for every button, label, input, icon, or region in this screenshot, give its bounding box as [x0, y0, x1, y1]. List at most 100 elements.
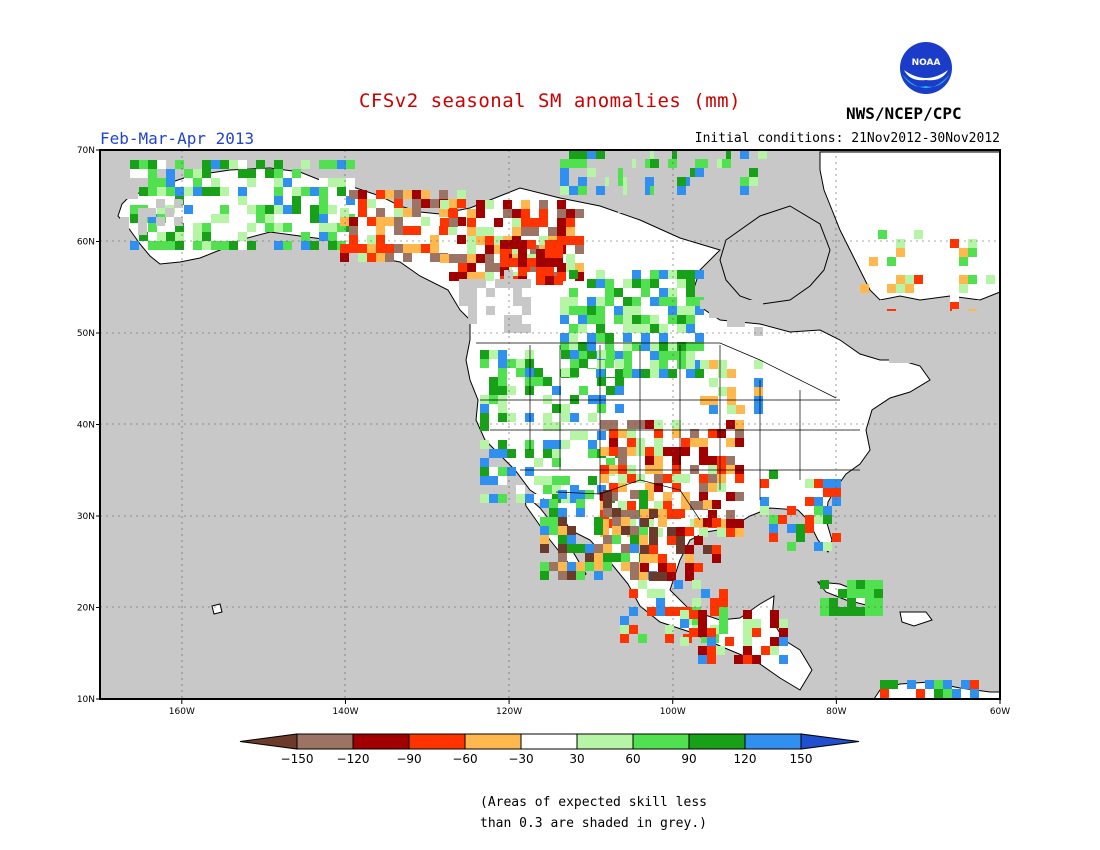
anomaly-cell [627, 438, 636, 447]
anomaly-cell [594, 562, 603, 571]
anomaly-cell [726, 492, 735, 501]
anomaly-cell [654, 465, 663, 474]
anomaly-cell [618, 510, 627, 519]
anomaly-cell [138, 226, 147, 235]
anomaly-cell [175, 223, 184, 232]
anomaly-cell [690, 195, 699, 204]
anomaly-cell [498, 449, 507, 458]
anomaly-cell [934, 689, 943, 698]
anomaly-cell [874, 589, 883, 598]
anomaly-cell [579, 359, 588, 368]
anomaly-cell [820, 598, 829, 607]
colorbar-label: 120 [734, 752, 757, 766]
anomaly-cell [557, 263, 566, 272]
anomaly-cell [725, 637, 734, 646]
anomaly-cell [632, 279, 641, 288]
anomaly-cell [952, 689, 961, 698]
anomaly-cell [588, 440, 597, 449]
hawaii [211, 603, 223, 615]
anomaly-cell [889, 318, 898, 327]
anomaly-cell [654, 456, 663, 465]
anomaly-cell [907, 354, 916, 363]
anomaly-cell [645, 447, 654, 456]
anomaly-cell [148, 169, 157, 178]
anomaly-cell [632, 342, 641, 351]
anomaly-cell [636, 474, 645, 483]
anomaly-cell [439, 190, 448, 199]
anomaly-cell [274, 187, 283, 196]
anomaly-cell [663, 447, 672, 456]
anomaly-cell [545, 240, 554, 249]
anomaly-cell [979, 345, 988, 354]
anomaly-cell [358, 190, 367, 199]
anomaly-cell [695, 342, 704, 351]
anomaly-cell [552, 377, 561, 386]
anomaly-cell [654, 438, 663, 447]
anomaly-cell [507, 467, 516, 476]
anomaly-cell [719, 589, 728, 598]
anomaly-cell [558, 517, 567, 526]
anomaly-cell [578, 150, 587, 159]
anomaly-cell [606, 386, 615, 395]
anomaly-cell [376, 217, 385, 226]
anomaly-cell [663, 150, 672, 159]
anomaly-cell [749, 177, 758, 186]
anomaly-cell [654, 177, 663, 186]
anomaly-cell [480, 440, 489, 449]
anomaly-cell [778, 515, 787, 524]
anomaly-cell [632, 270, 641, 279]
colorbar-swatch [296, 733, 354, 750]
anomaly-cell [713, 159, 722, 168]
anomaly-cell [578, 306, 587, 315]
anomaly-cell [820, 607, 829, 616]
anomaly-cell [587, 315, 596, 324]
anomaly-cell [265, 169, 274, 178]
anomaly-cell [587, 333, 596, 342]
anomaly-cell [659, 288, 668, 297]
anomaly-cell [650, 159, 659, 168]
anomaly-cell [760, 506, 769, 515]
colorbar-label: −60 [452, 752, 477, 766]
anomaly-cell [328, 187, 337, 196]
anomaly-cell [174, 217, 183, 226]
anomaly-cell [889, 354, 898, 363]
anomaly-cell [612, 535, 621, 544]
anomaly-cell [512, 245, 521, 254]
anomaly-cell [889, 327, 898, 336]
anomaly-cell [569, 297, 578, 306]
anomaly-cell [489, 350, 498, 359]
anomaly-cell [916, 689, 925, 698]
anomaly-cell [735, 492, 744, 501]
anomaly-cell [832, 488, 841, 497]
anomaly-cell [525, 440, 534, 449]
anomaly-cell [358, 244, 367, 253]
anomaly-cell [238, 187, 247, 196]
anomaly-cell [578, 177, 587, 186]
forecast-period: Feb-Mar-Apr 2013 [100, 129, 255, 148]
anomaly-cell [283, 178, 292, 187]
anomaly-cell [636, 447, 645, 456]
anomaly-cell [578, 186, 587, 195]
anomaly-cell [301, 241, 310, 250]
anomaly-cell [256, 160, 265, 169]
anomaly-cell [211, 196, 220, 205]
anomaly-cell [430, 253, 439, 262]
anomaly-cell [686, 270, 695, 279]
anomaly-cell [421, 217, 430, 226]
anomaly-cell [569, 186, 578, 195]
anomaly-cell [961, 318, 970, 327]
anomaly-cell [385, 190, 394, 199]
anomaly-cell [641, 186, 650, 195]
colorbar-arrow-right [800, 733, 860, 750]
anomaly-cell [701, 589, 710, 598]
anomaly-cell [743, 628, 752, 637]
anomaly-cell [578, 324, 587, 333]
anomaly-cell [856, 589, 865, 598]
anomaly-cell [650, 279, 659, 288]
anomaly-cell [193, 178, 202, 187]
anomaly-cell [699, 177, 708, 186]
anomaly-cell [896, 275, 905, 284]
anomaly-cell [686, 315, 695, 324]
anomaly-cell [468, 306, 477, 315]
anomaly-cell [349, 226, 358, 235]
